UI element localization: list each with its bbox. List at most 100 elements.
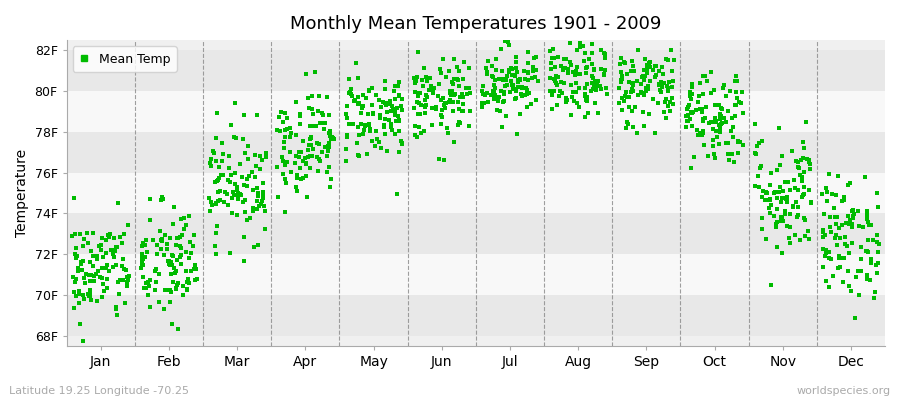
Point [617, 97, 632, 104]
Point [696, 116, 710, 122]
Point [714, 120, 728, 127]
Point [758, 197, 772, 204]
Point [764, 202, 778, 208]
Point [141, 279, 156, 286]
Point [491, 97, 505, 104]
Point [278, 127, 293, 134]
Point [590, 78, 605, 84]
Point [795, 156, 809, 163]
Point [827, 205, 842, 211]
Point [696, 90, 710, 97]
Point [388, 108, 402, 115]
Point [543, 87, 557, 94]
Point [237, 182, 251, 188]
Point [659, 115, 673, 121]
Point [652, 81, 666, 88]
Point [250, 198, 265, 204]
Point [139, 285, 153, 291]
Point [348, 97, 363, 103]
Point [752, 184, 766, 190]
Point [364, 138, 379, 144]
Point [635, 74, 650, 80]
Point [831, 242, 845, 249]
Point [769, 224, 783, 230]
Point [584, 60, 598, 67]
Point [759, 189, 773, 196]
Point [166, 253, 180, 259]
Point [292, 113, 307, 119]
Point [772, 161, 787, 168]
Point [864, 222, 878, 228]
Point [511, 79, 526, 85]
Point [77, 275, 92, 282]
Point [347, 98, 362, 104]
Point [277, 145, 292, 152]
Point [860, 248, 874, 254]
Point [780, 222, 795, 229]
Point [649, 72, 663, 78]
Point [772, 189, 787, 195]
Point [518, 76, 532, 83]
Point [305, 153, 320, 160]
Point [241, 142, 256, 149]
Point [455, 94, 470, 100]
Point [149, 266, 164, 272]
Point [338, 158, 353, 164]
Point [597, 49, 611, 56]
Point [863, 260, 878, 266]
Point [550, 82, 564, 88]
Point [681, 102, 696, 108]
Point [454, 108, 469, 114]
Point [699, 78, 714, 85]
Point [301, 95, 315, 101]
Point [510, 84, 525, 90]
Point [565, 93, 580, 100]
Point [377, 122, 392, 128]
Point [652, 82, 667, 88]
Point [787, 176, 801, 183]
Point [713, 126, 727, 132]
Point [135, 258, 149, 265]
Point [453, 120, 467, 126]
Point [320, 94, 334, 100]
Point [579, 70, 593, 76]
Point [854, 256, 868, 262]
Point [203, 160, 218, 166]
Point [792, 172, 806, 178]
Point [410, 99, 424, 106]
Point [764, 170, 778, 176]
Point [708, 119, 723, 125]
Point [154, 236, 168, 243]
Point [478, 65, 492, 71]
Point [782, 234, 796, 241]
Point [235, 174, 249, 180]
Point [170, 257, 184, 263]
Point [295, 138, 310, 144]
Point [799, 118, 814, 125]
Point [248, 174, 262, 180]
Point [377, 116, 392, 122]
Point [803, 166, 817, 172]
Point [589, 77, 603, 84]
Point [290, 188, 304, 194]
Point [515, 93, 529, 100]
Point [871, 248, 886, 255]
Point [521, 77, 535, 83]
Point [233, 190, 248, 197]
Point [67, 288, 81, 295]
Point [342, 76, 356, 82]
Point [612, 60, 626, 67]
Bar [67, 132, 885, 173]
Point [484, 62, 499, 69]
Point [395, 106, 410, 113]
Point [618, 89, 633, 96]
Point [488, 92, 502, 98]
Point [684, 165, 698, 172]
Point [109, 244, 123, 250]
Point [248, 152, 262, 158]
Point [239, 217, 254, 224]
Point [184, 268, 199, 274]
Point [273, 128, 287, 134]
Point [713, 122, 727, 129]
Point [598, 84, 613, 91]
